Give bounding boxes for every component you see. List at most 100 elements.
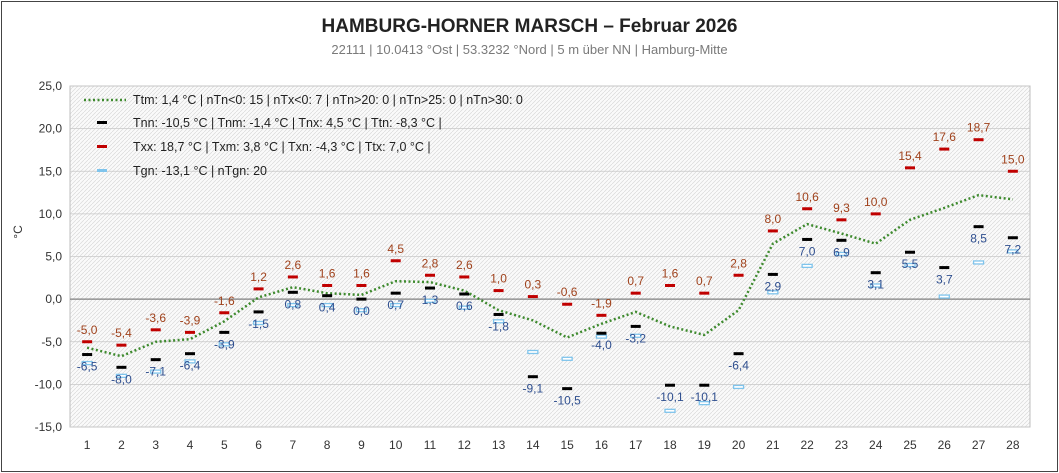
tn-marker: [493, 312, 504, 316]
x-tick-label: 20: [732, 438, 746, 452]
x-tick-label: 4: [187, 438, 194, 452]
tx-data-label: 1,0: [490, 272, 507, 286]
legend: Ttm: 1,4 °C | nTn<0: 15 | nTx<0: 7 | nTn…: [84, 93, 523, 178]
tg-marker: [732, 384, 745, 390]
tx-data-label: 10,0: [864, 195, 888, 209]
tg-marker: [424, 298, 436, 303]
tx-data-label: 18,7: [967, 121, 991, 135]
x-tick-label: 12: [458, 438, 472, 452]
x-tick-label: 1: [84, 438, 91, 452]
x-tick-label: 24: [869, 438, 883, 452]
tx-marker: [562, 302, 573, 306]
chart-subtitle: 22111 | 10.0413 °Ost | 53.3232 °Nord | 5…: [331, 42, 728, 57]
chart-title: HAMBURG-HORNER MARSCH – Februar 2026: [321, 16, 738, 37]
tx-data-label: 0,7: [696, 274, 713, 288]
tn-data-label: 7,2: [1005, 243, 1022, 257]
y-tick-label: 5,0: [45, 250, 62, 264]
tn-marker: [459, 292, 470, 296]
tn-marker: [665, 383, 675, 387]
grid-lines: [70, 85, 1030, 428]
tn-data-label: -9,1: [523, 382, 544, 396]
tn-data-label: 6,9: [833, 245, 850, 259]
tx-marker: [459, 275, 470, 279]
tn-data-label: 3,1: [867, 278, 884, 292]
x-tick-label: 9: [358, 438, 365, 452]
tn-data-label: -3,9: [214, 337, 235, 351]
tx-data-label: 1,2: [250, 270, 267, 284]
tn-data-label: -3,2: [625, 331, 646, 345]
tg-marker: [561, 356, 573, 361]
tg-marker: [184, 359, 196, 364]
tg-marker: [287, 302, 299, 308]
tn-data-label: 5,5: [902, 257, 919, 271]
tx-data-label: 17,6: [933, 130, 957, 144]
tn-marker: [802, 237, 813, 241]
tx-marker: [836, 218, 847, 222]
tx-data-label: 2,6: [456, 258, 473, 272]
x-tick-label: 15: [560, 438, 574, 452]
tg-marker: [938, 294, 950, 299]
tx-data-label: -5,4: [111, 326, 132, 340]
x-tick-label: 21: [766, 438, 780, 452]
y-tick-label: 10,0: [39, 207, 63, 221]
tg-marker: [801, 263, 813, 269]
tg-marker: [252, 320, 265, 326]
tx-data-label: 1,6: [353, 266, 370, 280]
tx-marker: [82, 340, 93, 344]
tn-marker: [630, 324, 641, 328]
tg-marker: [698, 400, 710, 406]
tx-data-label: 15,0: [1001, 152, 1025, 166]
x-tick-label: 2: [118, 438, 125, 452]
y-tick-label: -15,0: [35, 420, 63, 434]
x-tick-label: 23: [835, 438, 849, 452]
tx-data-label: 1,6: [319, 266, 336, 280]
tn-marker: [596, 331, 607, 335]
x-tick-label: 27: [972, 438, 986, 452]
tn-marker: [699, 383, 710, 387]
ttm-line: [86, 193, 1014, 358]
x-tick-label: 17: [629, 438, 643, 452]
tn-data-label: 0,6: [456, 299, 473, 313]
tg-marker: [972, 260, 985, 265]
x-tick-label: 18: [663, 438, 677, 452]
y-tick-label: -10,0: [35, 377, 63, 391]
tg-marker: [321, 302, 333, 308]
tn-marker: [562, 387, 573, 391]
tn-marker: [767, 272, 778, 276]
tn-marker: [185, 352, 195, 356]
x-tick-label: 3: [152, 438, 159, 452]
tn-data-label: 3,7: [936, 273, 953, 287]
tx-data-label: 0,3: [525, 278, 542, 292]
tn-data-label: -10,1: [691, 390, 719, 404]
y-tick-label: 25,0: [39, 79, 63, 93]
tg-marker: [664, 408, 676, 413]
tg-marker: [904, 262, 916, 268]
tx-data-label: -5,0: [77, 323, 98, 337]
tn-data-label: -10,5: [553, 394, 581, 408]
tx-marker: [425, 273, 435, 277]
x-tick-label: 13: [492, 438, 506, 452]
tg-marker: [115, 373, 128, 379]
x-tick-label: 11: [424, 438, 437, 452]
tg-marker: [835, 251, 848, 257]
tn-marker: [973, 225, 984, 229]
tn-data-label: 8,5: [970, 232, 987, 246]
x-tick-label: 8: [324, 438, 331, 452]
y-axis-label: °C: [11, 225, 25, 239]
tx-data-label: 1,6: [662, 266, 679, 280]
tx-marker: [390, 259, 401, 263]
tg-marker: [218, 342, 230, 347]
tn-data-label: -1,5: [248, 317, 269, 331]
tx-marker: [802, 207, 813, 211]
tx-data-label: 10,6: [795, 190, 819, 204]
tn-marker: [253, 310, 264, 314]
y-tick-label: 15,0: [39, 164, 63, 178]
tx-marker: [699, 291, 710, 295]
x-tick-label: 25: [903, 438, 917, 452]
x-tick-label: 10: [389, 438, 403, 452]
tx-marker: [150, 328, 161, 332]
tx-marker: [1007, 169, 1018, 173]
tx-marker: [733, 273, 744, 277]
tn-data-label: 1,3: [422, 293, 439, 307]
tn-marker: [905, 250, 915, 254]
